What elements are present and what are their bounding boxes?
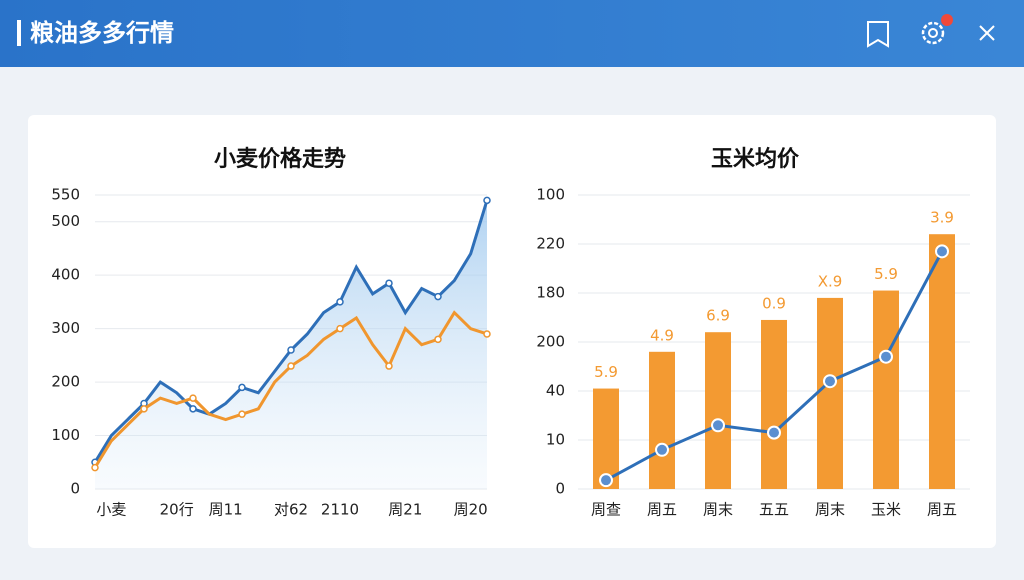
x-tick-label: 周21 (388, 501, 422, 519)
point (767, 425, 781, 440)
point (91, 463, 99, 472)
x-tick-label: 玉米 (871, 501, 901, 519)
point (483, 196, 491, 205)
x-tick-label: 周末 (703, 501, 733, 519)
x-tick-label: 周查 (591, 501, 621, 519)
close-icon[interactable] (979, 25, 995, 41)
x-tick-label: 周末 (815, 501, 845, 519)
y-tick-label: 400 (51, 266, 80, 284)
y-tick-label: 200 (51, 373, 80, 391)
point (140, 405, 148, 413)
area (95, 200, 487, 489)
point (655, 442, 669, 457)
bar (705, 332, 731, 489)
bar-label: 3.9 (930, 209, 954, 227)
point (189, 394, 197, 402)
y-tick-label: 100 (536, 186, 565, 204)
bar (593, 388, 619, 489)
y-tick-label: 0 (555, 480, 565, 498)
y-tick-label: 550 (51, 186, 80, 204)
point (287, 346, 295, 354)
bar-label: X.9 (818, 272, 843, 290)
bar (929, 234, 955, 489)
point (434, 335, 442, 344)
x-tick-label: 周20 (454, 501, 488, 519)
header-title: 粮油多多行情 (30, 19, 174, 47)
x-tick-label: 对62 (274, 501, 308, 519)
bookmark-icon[interactable] (867, 21, 889, 48)
x-tick-label: 周11 (209, 501, 243, 519)
y-tick-label: 180 (536, 284, 565, 302)
point (385, 279, 393, 287)
y-tick-label: 40 (546, 382, 565, 400)
bar-label: 5.9 (874, 265, 898, 283)
chart-title: 玉米均价 (711, 146, 800, 172)
y-tick-label: 500 (51, 212, 80, 230)
x-tick-label: 五五 (759, 501, 789, 519)
bar-label: 4.9 (650, 326, 674, 344)
bar (649, 351, 675, 489)
settings-icon[interactable] (921, 14, 953, 45)
point (385, 362, 393, 370)
title-accent (17, 20, 21, 46)
bar-label: 6.9 (706, 307, 730, 325)
y-tick-label: 0 (70, 480, 80, 498)
point (879, 349, 893, 364)
chart-title: 小麦价格走势 (214, 146, 346, 172)
bar (873, 290, 899, 489)
y-tick-label: 200 (536, 333, 565, 351)
point (336, 324, 344, 333)
x-tick-label: 周五 (927, 501, 957, 519)
point (823, 374, 837, 389)
point (238, 410, 246, 418)
x-tick-label: 20行 (160, 501, 194, 519)
bar-label: 0.9 (762, 294, 786, 312)
y-tick-label: 10 (546, 431, 565, 449)
point (483, 330, 491, 338)
y-tick-label: 300 (51, 319, 80, 337)
y-tick-label: 220 (536, 235, 565, 253)
point (935, 244, 949, 259)
bar (761, 319, 787, 489)
point (287, 362, 295, 370)
x-tick-label: 小麦 (96, 501, 126, 519)
point (599, 473, 613, 488)
point (238, 383, 246, 392)
header-bar (0, 0, 1024, 67)
y-tick-label: 100 (51, 426, 80, 444)
point (336, 298, 344, 306)
x-tick-label: 周五 (647, 501, 677, 519)
bar (817, 297, 843, 489)
point (434, 292, 442, 301)
bar-label: 5.9 (594, 363, 618, 381)
point (711, 418, 725, 433)
point (189, 405, 197, 413)
x-tick-label: 2110 (321, 501, 359, 519)
